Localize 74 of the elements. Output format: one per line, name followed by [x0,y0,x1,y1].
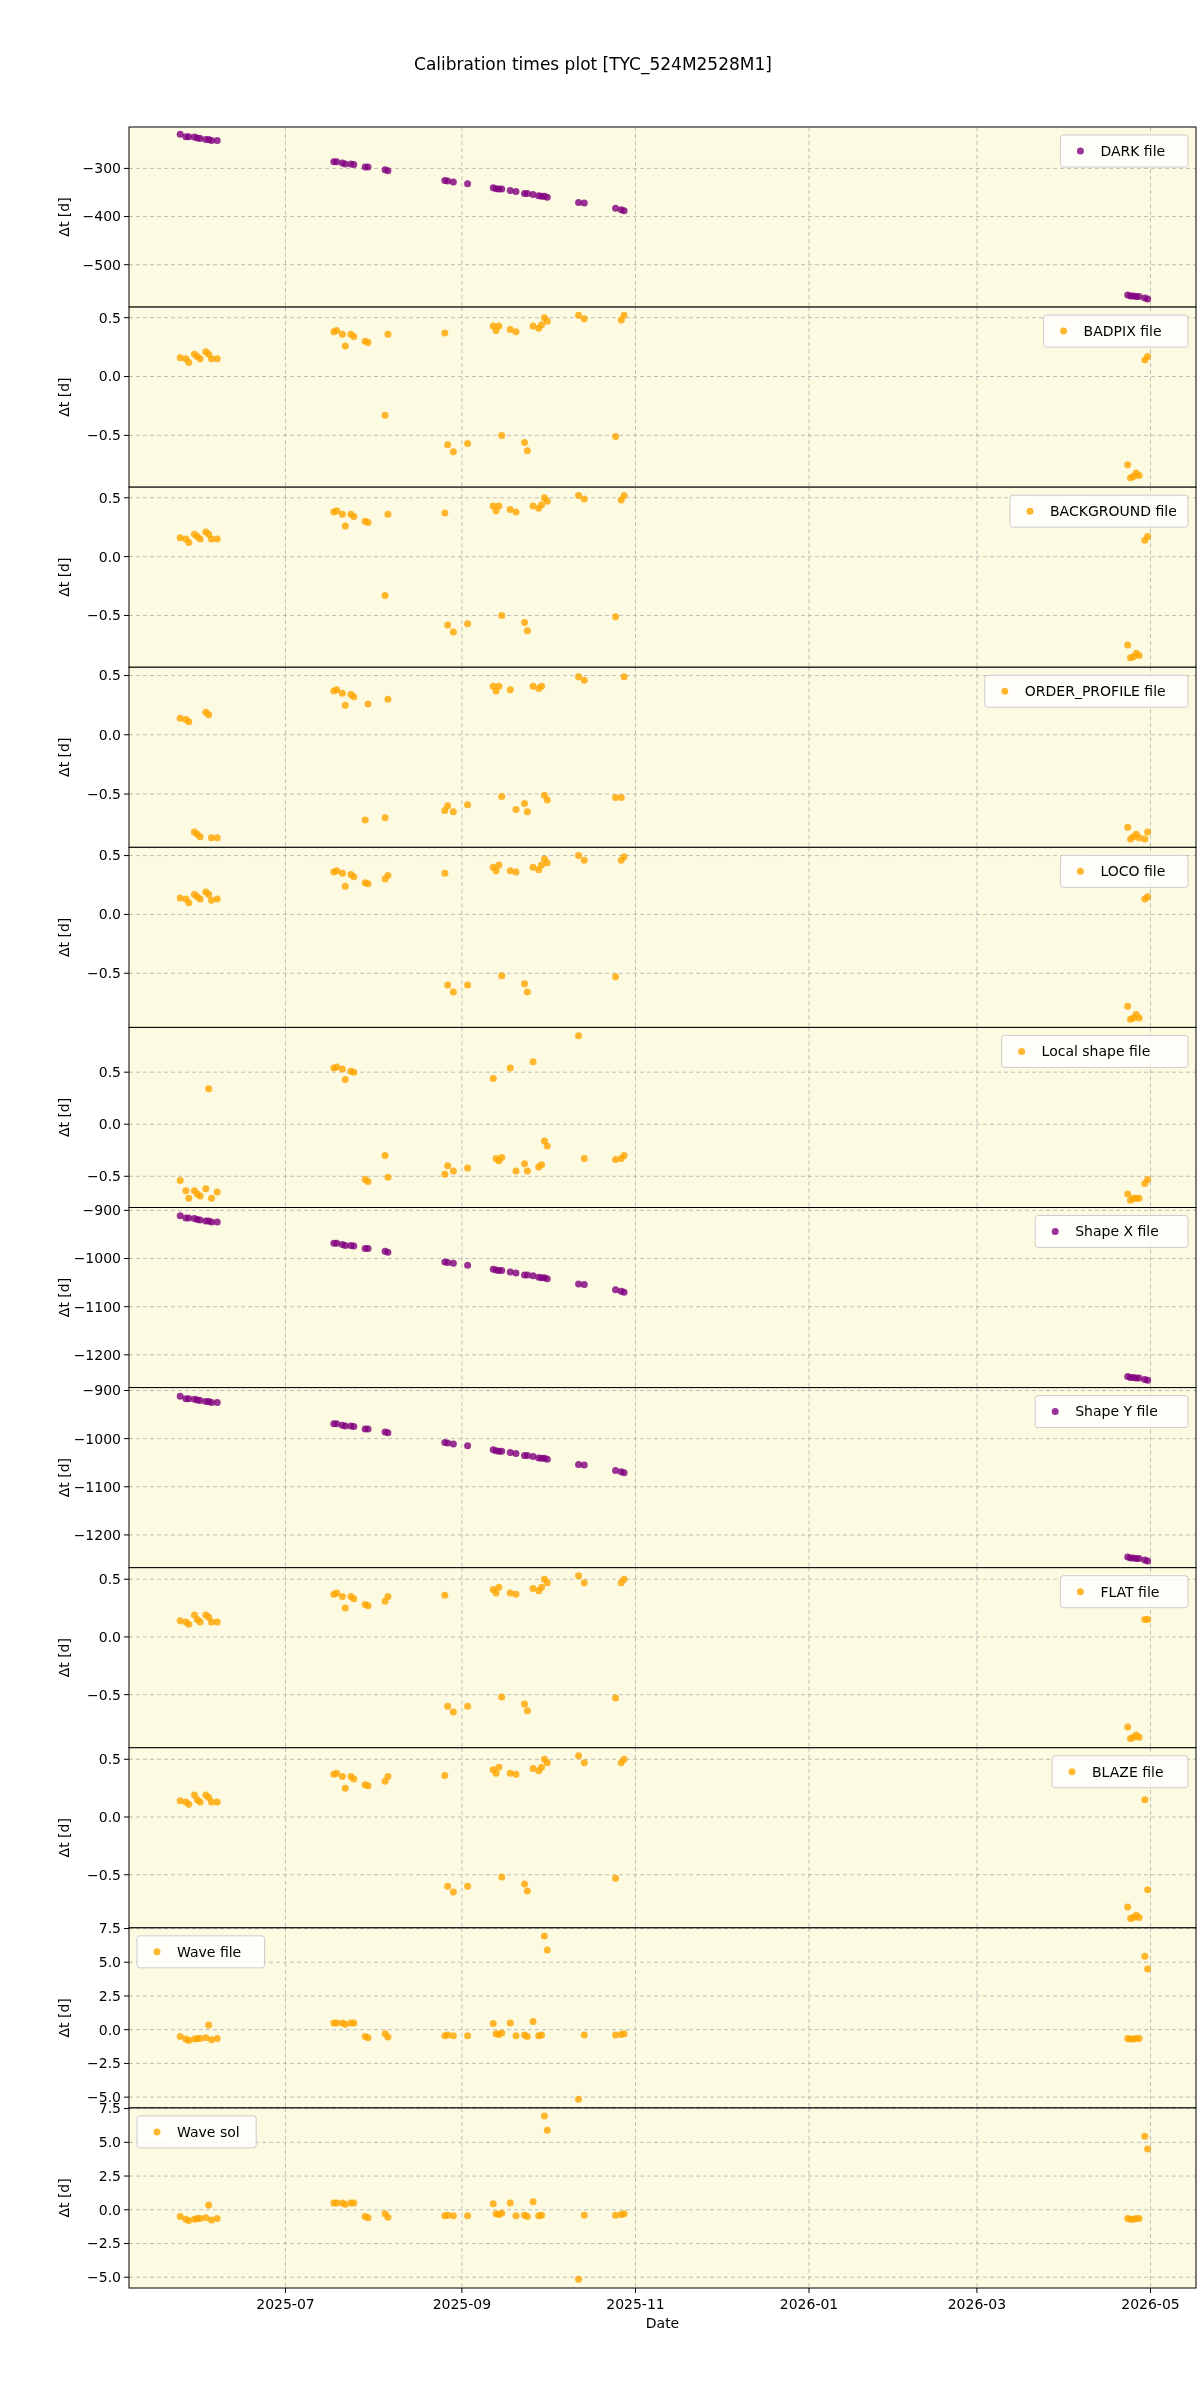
y-tick-label: −0.5 [87,1866,121,1883]
legend-label: LOCO file [1100,863,1166,880]
legend-label: BACKGROUND file [1050,503,1177,520]
y-tick-label: −0.5 [87,427,121,444]
y-tick-label: 2.5 [98,1987,121,2004]
y-tick-label: −0.5 [87,607,121,624]
y-tick-label: −5.0 [87,2269,121,2286]
y-tick-label: −1200 [73,1526,121,1543]
chart-title: Calibration times plot [TYC_524M2528M1] [414,54,772,75]
legend-label: BADPIX file [1083,322,1162,339]
y-tick-label: −1000 [73,1250,121,1267]
y-axis-title: Δt [d] [56,1638,72,1678]
legend-label: ORDER_PROFILE file [1024,683,1166,700]
y-tick-label: 5.0 [98,2134,121,2151]
y-axis-title: Δt [d] [56,1097,72,1138]
y-tick-label: 0.0 [98,906,121,923]
y-tick-label: 0.0 [98,548,121,565]
y-tick-label: −1100 [73,1298,121,1315]
y-tick-label: 0.0 [98,2201,121,2218]
x-axis-title: Date [645,2315,680,2331]
y-tick-label: 0.5 [98,1571,121,1588]
legend-label: Wave sol [177,2123,240,2140]
legend-label: DARK file [1100,142,1166,159]
y-tick-label: −1000 [73,1430,121,1447]
legend-label: Wave file [177,1943,242,1960]
y-tick-label: −0.5 [87,1168,121,1185]
y-tick-label: 0.0 [98,2021,121,2038]
y-tick-label: 7.5 [98,1920,121,1937]
y-tick-label: −2.5 [87,2055,121,2072]
y-tick-label: 0.5 [98,1751,121,1768]
y-tick-label: −1100 [73,1478,121,1495]
y-axis-title: Δt [d] [56,1277,72,1318]
y-axis-title: Δt [d] [56,377,72,417]
y-axis-title: Δt [d] [56,557,72,597]
y-tick-label: −0.5 [87,1686,121,1703]
y-tick-label: 2.5 [98,2167,121,2184]
y-axis-title: Δt [d] [56,197,72,237]
legend-label: Shape X file [1075,1223,1159,1240]
x-tick-label: 2026-03 [947,2296,1007,2312]
y-tick-label: −500 [82,256,121,273]
y-tick-label: −1200 [73,1346,121,1363]
x-tick-label: 2026-05 [1121,2296,1180,2312]
y-axis-title: Δt [d] [56,1818,72,1858]
y-tick-label: 0.0 [98,1808,121,1825]
y-tick-label: −0.5 [87,785,121,802]
y-tick-label: 0.5 [98,1064,121,1081]
y-tick-label: −900 [82,1202,121,1219]
x-tick-label: 2025-11 [606,2296,665,2312]
y-tick-label: 0.5 [98,489,121,506]
x-tick-label: 2026-01 [779,2296,839,2312]
y-axis-title: Δt [d] [56,917,72,958]
legend-label: BLAZE file [1092,1763,1164,1780]
legend-label: FLAT file [1100,1583,1160,1600]
legend-label: Local shape file [1041,1043,1151,1060]
y-tick-label: 0.5 [98,847,121,864]
y-tick-label: 5.0 [98,1954,121,1971]
legend-label: Shape Y file [1075,1403,1158,1420]
x-tick-label: 2025-09 [432,2296,492,2312]
y-tick-label: −0.5 [87,965,121,982]
y-tick-label: 0.0 [98,368,121,385]
y-tick-label: 0.0 [98,726,121,743]
y-tick-label: 0.5 [98,309,121,326]
y-tick-label: −400 [82,208,121,225]
y-axis-title: Δt [d] [56,2178,72,2218]
y-tick-label: −900 [82,1382,121,1399]
x-tick-label: 2025-07 [256,2296,315,2312]
y-tick-label: −2.5 [87,2235,121,2252]
y-axis-title: Δt [d] [56,737,72,777]
y-tick-label: 0.0 [98,1116,121,1133]
y-tick-label: −300 [82,160,121,177]
y-axis-title: Δt [d] [56,1998,72,2038]
y-axis-title: Δt [d] [56,1457,72,1498]
y-tick-label: 0.5 [98,667,121,684]
y-tick-label: 0.0 [98,1628,121,1645]
